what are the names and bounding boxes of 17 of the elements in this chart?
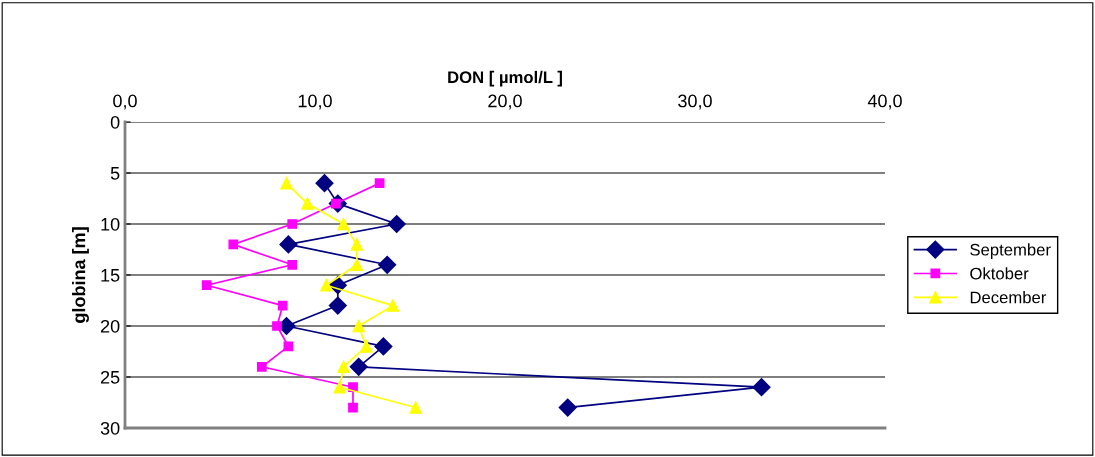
x-tick-label: 30,0	[678, 94, 712, 110]
x-tick-label: 20,0	[488, 94, 522, 110]
y-tick-label: 20	[100, 319, 120, 333]
y-tick-label: 30	[100, 421, 120, 435]
legend-label: September	[970, 243, 1051, 259]
y-tick-label: 15	[101, 269, 120, 282]
y-tick-label: 10	[101, 217, 120, 231]
y-tick-label: 25	[100, 370, 120, 384]
x-tick-label: 0,0	[113, 94, 137, 110]
x-axis-title: DON [ µmol/L ]	[448, 70, 562, 87]
x-tick-label: 10,0	[298, 94, 332, 110]
y-tick-label: 0	[110, 115, 120, 129]
y-axis-title: globina [m]	[72, 227, 89, 323]
x-tick-label: 40,0	[867, 94, 902, 110]
y-tick-label: 5	[110, 167, 120, 180]
legend-label: Oktober	[970, 267, 1029, 280]
legend-label: December	[970, 291, 1047, 304]
